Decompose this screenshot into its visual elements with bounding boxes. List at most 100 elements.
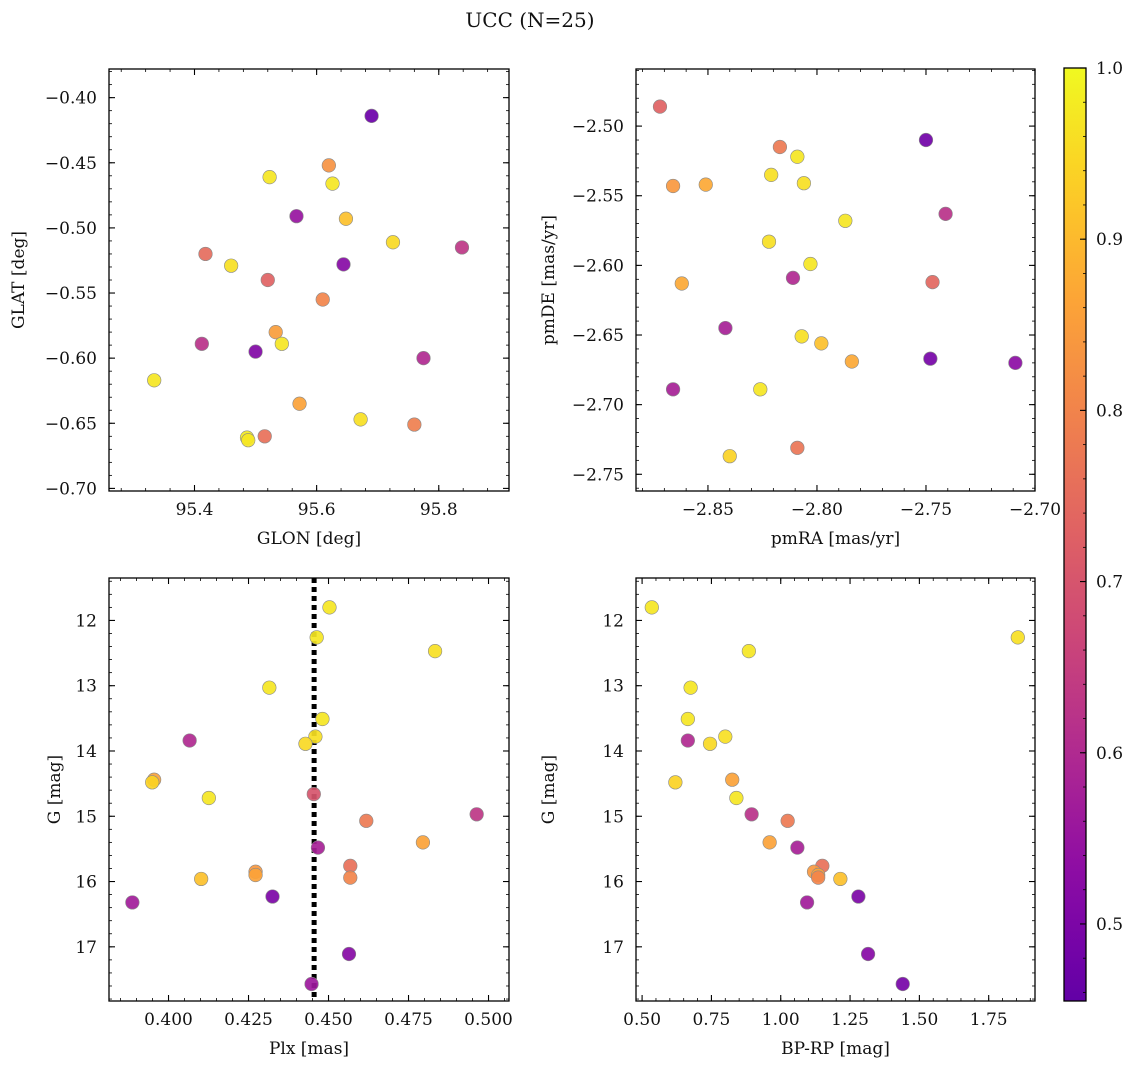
- data-point: [353, 412, 368, 427]
- x-tick-label: 0.500: [464, 1010, 513, 1030]
- y-tick-label: 17: [75, 938, 97, 958]
- data-point: [680, 711, 695, 727]
- x-tick-label: 95.8: [420, 500, 458, 520]
- y-axis-label: G [mag]: [45, 755, 65, 824]
- data-point: [298, 736, 313, 751]
- data-point: [322, 600, 337, 615]
- data-point: [145, 775, 160, 790]
- data-point: [262, 680, 277, 695]
- data-point: [257, 429, 272, 444]
- data-point: [683, 680, 698, 695]
- data-point: [194, 336, 209, 351]
- data-point: [407, 417, 422, 432]
- x-axis-label: Plx [mas]: [269, 1039, 349, 1059]
- x-tick-label: 0.400: [144, 1010, 193, 1030]
- y-tick-label: 15: [602, 807, 624, 827]
- data-point: [147, 373, 162, 388]
- data-point: [918, 132, 934, 148]
- x-axis-label: BP-RP [mag]: [781, 1039, 890, 1059]
- y-axis-label: pmDE [mas/yr]: [539, 215, 559, 345]
- figure-title: UCC (N=25): [465, 8, 594, 32]
- axes-frame: [108, 68, 510, 492]
- y-tick-label: 14: [75, 742, 97, 762]
- y-tick-label: −0.65: [45, 414, 97, 434]
- data-point: [753, 382, 768, 397]
- data-point: [725, 772, 740, 787]
- x-tick-label: −2.85: [682, 500, 734, 520]
- y-tick-label: −2.75: [572, 465, 624, 485]
- data-point: [722, 449, 737, 464]
- x-tick-label: 95.4: [176, 500, 214, 520]
- colorbar-tick-label: 0.6: [1096, 744, 1123, 764]
- x-axis-label: pmRA [mas/yr]: [771, 529, 900, 549]
- data-point: [851, 889, 866, 904]
- y-tick-label: 16: [75, 873, 97, 893]
- data-point: [790, 440, 805, 455]
- data-point: [325, 176, 340, 191]
- colorbar-tick-label: 0.9: [1096, 230, 1123, 250]
- y-tick-label: −0.60: [45, 349, 97, 369]
- axes-frame: [108, 577, 510, 1002]
- data-point: [718, 729, 733, 744]
- data-point: [194, 871, 209, 887]
- data-point: [702, 736, 718, 751]
- data-point: [838, 213, 853, 228]
- data-point: [938, 206, 953, 221]
- colorbar-frame: [1063, 67, 1087, 1002]
- data-point: [772, 139, 788, 155]
- data-point: [895, 976, 910, 992]
- x-tick-label: 0.450: [304, 1010, 353, 1030]
- data-point: [385, 235, 401, 250]
- colorbar-tick-label: 0.7: [1096, 573, 1123, 593]
- axes-frame: [635, 68, 1036, 492]
- y-tick-label: 14: [602, 742, 624, 762]
- data-point: [224, 258, 239, 273]
- data-point: [1010, 630, 1025, 645]
- x-tick-label: 0.50: [623, 1010, 661, 1030]
- y-tick-label: −2.55: [572, 187, 624, 207]
- data-point: [292, 396, 307, 411]
- axes-frame: [635, 577, 1036, 1002]
- x-tick-label: 0.475: [384, 1010, 433, 1030]
- colorbar-tick-label: 0.5: [1096, 915, 1123, 935]
- data-point: [652, 99, 668, 114]
- data-point: [304, 976, 319, 992]
- y-tick-label: −2.70: [572, 396, 624, 416]
- y-tick-label: −0.40: [45, 89, 97, 109]
- x-tick-label: −2.70: [1009, 500, 1061, 520]
- scatter-panel-4: 0.50 0.75 1.00 1.25 1.50 1.75 12 13 14 15 16 17 BP-R…: [539, 577, 1036, 1059]
- data-point: [289, 209, 304, 224]
- x-tick-label: −2.75: [900, 500, 952, 520]
- x-tick-label: 1.50: [900, 1010, 938, 1030]
- colorbar-tick-label: 1.0: [1096, 59, 1123, 79]
- data-point: [201, 790, 216, 806]
- data-point: [796, 176, 811, 191]
- data-point: [359, 813, 374, 828]
- y-tick-label: −0.45: [45, 154, 97, 174]
- data-point: [309, 630, 324, 645]
- y-tick-label: 16: [602, 873, 624, 893]
- data-point: [248, 867, 263, 883]
- x-axis-label: GLON [deg]: [257, 529, 361, 549]
- data-point: [923, 351, 938, 366]
- y-tick-label: −0.70: [45, 479, 97, 499]
- data-point: [668, 775, 683, 790]
- x-tick-label: −2.80: [791, 500, 843, 520]
- y-tick-label: 12: [75, 611, 97, 631]
- data-point: [125, 895, 140, 910]
- data-point: [308, 729, 323, 744]
- data-point: [718, 320, 733, 336]
- data-point: [729, 790, 744, 806]
- y-axis-label: GLAT [deg]: [9, 231, 29, 329]
- x-tick-label: 1.25: [831, 1010, 869, 1030]
- data-point: [198, 246, 213, 262]
- data-point: [315, 711, 330, 727]
- data-point: [341, 946, 357, 962]
- y-tick-label: −2.50: [572, 117, 624, 137]
- scatter-panel-1: 95.4 95.6 95.8 −0.40 −0.45 −0.50 −0.55 −0.60 −0.…: [9, 68, 510, 549]
- colorbar: 0.5 0.6 0.7 0.8 0.9 1.0: [1063, 59, 1123, 1002]
- data-point: [315, 292, 330, 307]
- data-point: [833, 871, 848, 887]
- colorbar-tick-label: 0.8: [1096, 401, 1123, 421]
- data-point: [780, 813, 795, 828]
